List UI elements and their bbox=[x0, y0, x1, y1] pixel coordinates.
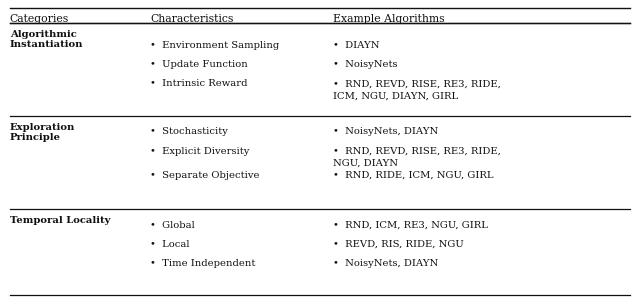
Text: •  Intrinsic Reward: • Intrinsic Reward bbox=[150, 80, 248, 88]
Text: Example Algorithms: Example Algorithms bbox=[333, 14, 444, 23]
Text: •  Separate Objective: • Separate Objective bbox=[150, 171, 260, 180]
Text: Algorithmic
Instantiation: Algorithmic Instantiation bbox=[10, 30, 83, 50]
Text: •  Global: • Global bbox=[150, 220, 195, 230]
Text: •  Explicit Diversity: • Explicit Diversity bbox=[150, 147, 250, 156]
Text: •  NoisyNets: • NoisyNets bbox=[333, 60, 397, 69]
Text: •  Environment Sampling: • Environment Sampling bbox=[150, 40, 280, 50]
Text: •  Local: • Local bbox=[150, 240, 190, 249]
Text: •  DIAYN: • DIAYN bbox=[333, 40, 380, 50]
Text: Temporal Locality: Temporal Locality bbox=[10, 216, 110, 225]
Text: •  Time Independent: • Time Independent bbox=[150, 260, 256, 268]
Text: •  RND, ICM, RE3, NGU, GIRL: • RND, ICM, RE3, NGU, GIRL bbox=[333, 220, 488, 230]
Text: Exploration
Principle: Exploration Principle bbox=[10, 123, 75, 142]
Text: •  NoisyNets, DIAYN: • NoisyNets, DIAYN bbox=[333, 128, 438, 136]
Text: Characteristics: Characteristics bbox=[150, 14, 234, 23]
Text: •  RND, RIDE, ICM, NGU, GIRL: • RND, RIDE, ICM, NGU, GIRL bbox=[333, 171, 493, 180]
Text: •  Update Function: • Update Function bbox=[150, 60, 248, 69]
Text: •  Stochasticity: • Stochasticity bbox=[150, 128, 228, 136]
Text: Categories: Categories bbox=[10, 14, 69, 23]
Text: •  NoisyNets, DIAYN: • NoisyNets, DIAYN bbox=[333, 260, 438, 268]
Text: •  REVD, RIS, RIDE, NGU: • REVD, RIS, RIDE, NGU bbox=[333, 240, 463, 249]
Text: •  RND, REVD, RISE, RE3, RIDE,
NGU, DIAYN: • RND, REVD, RISE, RE3, RIDE, NGU, DIAYN bbox=[333, 147, 500, 168]
Text: •  RND, REVD, RISE, RE3, RIDE,
ICM, NGU, DIAYN, GIRL: • RND, REVD, RISE, RE3, RIDE, ICM, NGU, … bbox=[333, 80, 500, 100]
